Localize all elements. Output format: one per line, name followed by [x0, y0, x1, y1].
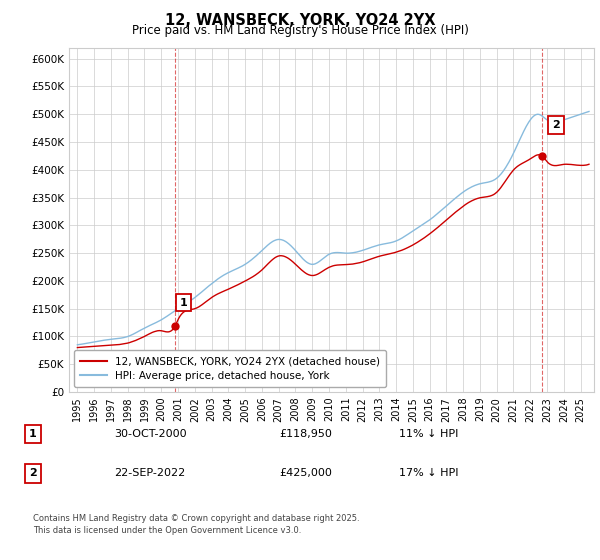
Text: 12, WANSBECK, YORK, YO24 2YX: 12, WANSBECK, YORK, YO24 2YX [165, 13, 435, 28]
Text: 22-SEP-2022: 22-SEP-2022 [114, 468, 185, 478]
Text: 2: 2 [552, 120, 560, 130]
Text: £118,950: £118,950 [279, 429, 332, 439]
Text: 17% ↓ HPI: 17% ↓ HPI [399, 468, 458, 478]
Text: 30-OCT-2000: 30-OCT-2000 [114, 429, 187, 439]
Text: 1: 1 [29, 429, 37, 439]
Text: £425,000: £425,000 [279, 468, 332, 478]
Text: 1: 1 [179, 297, 187, 307]
Legend: 12, WANSBECK, YORK, YO24 2YX (detached house), HPI: Average price, detached hous: 12, WANSBECK, YORK, YO24 2YX (detached h… [74, 350, 386, 387]
Text: Contains HM Land Registry data © Crown copyright and database right 2025.
This d: Contains HM Land Registry data © Crown c… [33, 514, 359, 535]
Text: 11% ↓ HPI: 11% ↓ HPI [399, 429, 458, 439]
Text: Price paid vs. HM Land Registry's House Price Index (HPI): Price paid vs. HM Land Registry's House … [131, 24, 469, 37]
Text: 2: 2 [29, 468, 37, 478]
